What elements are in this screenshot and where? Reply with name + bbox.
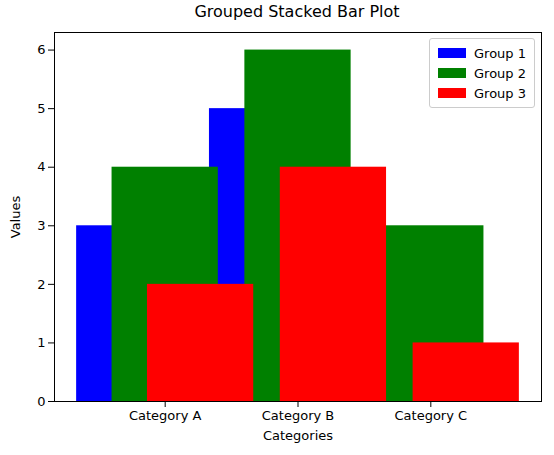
svg-text:6: 6 <box>37 42 45 57</box>
svg-text:3: 3 <box>37 218 45 233</box>
svg-text:Category C: Category C <box>395 408 468 423</box>
svg-text:5: 5 <box>37 101 45 116</box>
html-text:Group 1: Group 1 <box>474 45 526 61</box>
svg-text:Categories: Categories <box>263 428 333 443</box>
html-text:Grouped Stacked Bar Plot: Grouped Stacked Bar Plot <box>194 2 400 21</box>
html-text:Group 2: Group 2 <box>474 65 526 81</box>
svg-text:Category A: Category A <box>129 408 202 423</box>
svg-text:4: 4 <box>37 159 45 174</box>
svg-text:2: 2 <box>37 277 45 292</box>
svg-text:1: 1 <box>37 335 45 350</box>
svg-text:Category B: Category B <box>262 408 334 423</box>
svg-text:Values: Values <box>8 196 23 239</box>
html-text:Group 3: Group 3 <box>474 85 526 101</box>
svg-text:0: 0 <box>37 394 45 409</box>
